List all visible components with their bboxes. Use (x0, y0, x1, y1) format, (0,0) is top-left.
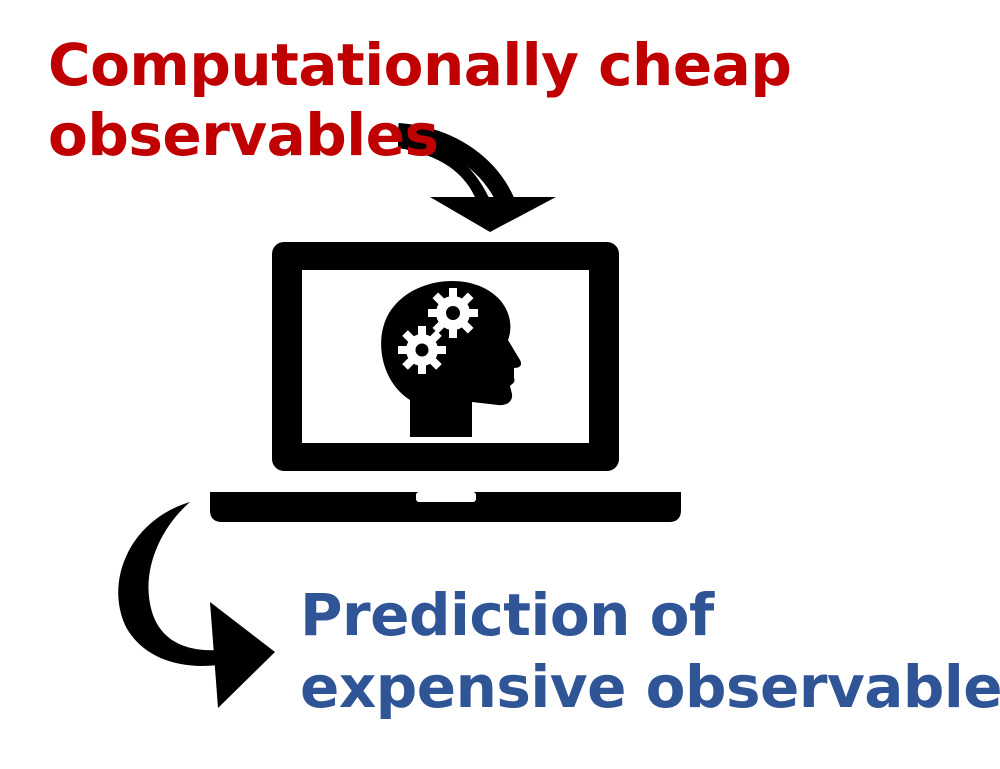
output-label-line-1: Prediction of (300, 581, 714, 649)
input-label-line-2: observables (48, 101, 439, 169)
input-label-line-1: Computationally cheap (48, 31, 792, 99)
output-label-line-2: expensive observables (300, 653, 1000, 721)
input-arrow-icon (397, 123, 556, 232)
output-label: Prediction of expensive observables (300, 586, 1000, 716)
output-arrow-icon (118, 502, 275, 708)
head-with-gears-icon (381, 280, 522, 437)
input-label: Computationally cheap observables (48, 31, 792, 169)
